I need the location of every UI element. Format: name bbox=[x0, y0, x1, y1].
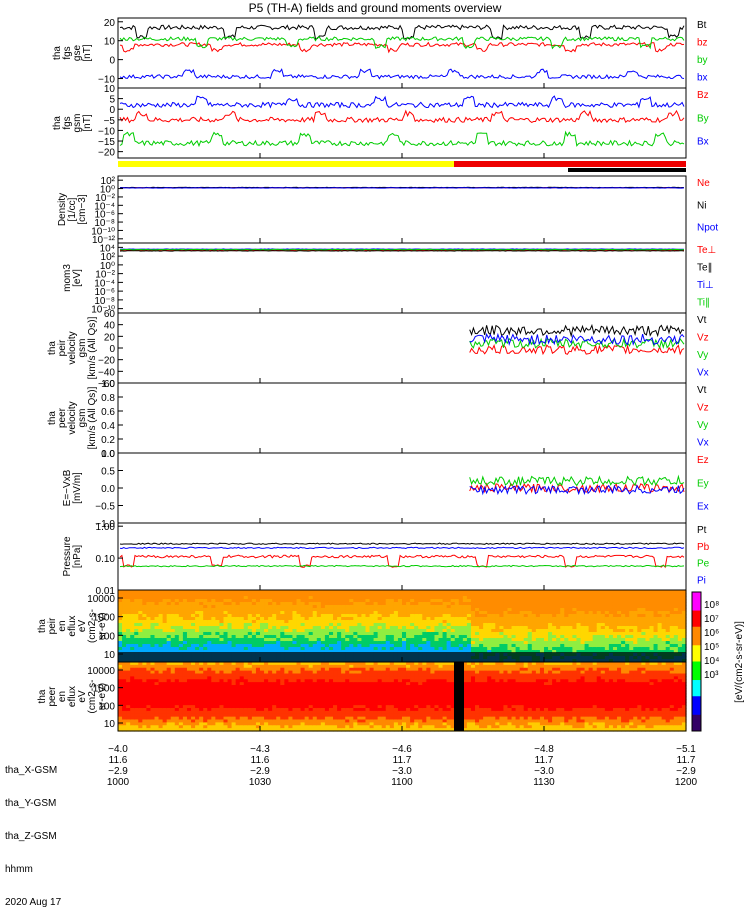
legend-Bx: Bx bbox=[697, 137, 709, 148]
series-line-By bbox=[120, 132, 684, 146]
panel-1-ylabel-line: [nT] bbox=[82, 44, 93, 61]
ytick-label: 10 bbox=[104, 650, 116, 661]
legend-Vt: Vt bbox=[697, 385, 707, 396]
panel-5-ylabel-line: [km/s (All Qs)] bbox=[87, 316, 98, 379]
ytick-label: 5 bbox=[109, 95, 115, 106]
legend-bz: bz bbox=[697, 38, 708, 49]
legend-Vy: Vy bbox=[697, 350, 708, 361]
ytick-label: 100 bbox=[98, 631, 115, 642]
legend-Te∥: Te∥ bbox=[697, 263, 713, 274]
series-line-Bz bbox=[120, 111, 684, 123]
legend-By: By bbox=[697, 113, 709, 124]
ytick-label: −20 bbox=[98, 356, 115, 367]
series-line-Ti∥ bbox=[120, 249, 684, 250]
ytick-label: 0.5 bbox=[101, 467, 115, 478]
panel-7-ylabel-line: [mV/m] bbox=[72, 472, 83, 504]
panel-8-ylabel-line: [nPa] bbox=[72, 545, 83, 569]
series-line-Vt bbox=[470, 325, 684, 335]
legend-Npot: Npot bbox=[697, 223, 718, 234]
ytick-label: 10 bbox=[104, 37, 116, 48]
ytick-label: 10000 bbox=[87, 594, 115, 605]
legend-Vx: Vx bbox=[697, 438, 709, 449]
ytick-label: −40 bbox=[98, 367, 115, 378]
series-line-Pe bbox=[120, 565, 684, 566]
series-line-Pi bbox=[120, 547, 684, 548]
series-line-bx bbox=[120, 69, 684, 78]
ytick-label: 1.00 bbox=[96, 522, 116, 533]
series-line-Bx bbox=[120, 96, 684, 107]
ytick-label: −10 bbox=[98, 126, 115, 137]
ytick-label: −20 bbox=[98, 148, 115, 159]
ytick-label: 0.8 bbox=[101, 393, 115, 404]
ytick-label: 1.0 bbox=[101, 379, 115, 390]
panel-2-ylabel-line: [nT] bbox=[82, 114, 93, 131]
legend-Bt: Bt bbox=[697, 20, 707, 31]
ytick-label: 10 bbox=[104, 84, 116, 95]
legend-Pe: Pe bbox=[697, 559, 710, 570]
legend-Pt: Pt bbox=[697, 525, 707, 536]
ytick-label: 0.2 bbox=[101, 435, 115, 446]
legend-Ti⊥: Ti⊥ bbox=[697, 280, 714, 291]
legend-Vt: Vt bbox=[697, 315, 707, 326]
panel-4-ylabel-line: [eV] bbox=[72, 269, 83, 287]
legend-Pb: Pb bbox=[697, 542, 710, 553]
legend-Ti∥: Ti∥ bbox=[697, 298, 710, 309]
ytick-label: 0.0 bbox=[101, 484, 115, 495]
legend-Ez: Ez bbox=[697, 455, 709, 466]
legend-Vy: Vy bbox=[697, 420, 708, 431]
ytick-label: 0.4 bbox=[101, 421, 115, 432]
legend-Te⊥: Te⊥ bbox=[697, 245, 716, 256]
panel-frame-3 bbox=[118, 176, 686, 243]
series-line-Pt bbox=[120, 543, 684, 544]
ytick-label: 60 bbox=[104, 309, 116, 320]
legend-Ni: Ni bbox=[697, 200, 706, 211]
legend-Bz: Bz bbox=[697, 90, 709, 101]
ytick-label: 0 bbox=[109, 344, 115, 355]
ytick-label: −15 bbox=[98, 137, 115, 148]
ytick-label: 0.6 bbox=[101, 407, 115, 418]
legend-Pi: Pi bbox=[697, 575, 706, 586]
legend-by: by bbox=[697, 55, 708, 66]
panel-frame-6 bbox=[118, 383, 686, 453]
ytick-label: 0 bbox=[109, 56, 115, 67]
legend-Vz: Vz bbox=[697, 333, 709, 344]
panel-6-ylabel-line: [km/s (All Qs)] bbox=[87, 386, 98, 449]
legend-Ex: Ex bbox=[697, 502, 709, 513]
panel-frame-2 bbox=[118, 88, 686, 158]
status-bar-red bbox=[454, 161, 686, 167]
status-bar-flags bbox=[568, 168, 686, 172]
ytick-label: 1.0 bbox=[101, 449, 115, 460]
legend-Vz: Vz bbox=[697, 403, 709, 414]
ytick-label: −0.5 bbox=[95, 502, 115, 513]
ytick-label: 0.10 bbox=[96, 554, 116, 565]
panel-frame-4 bbox=[118, 243, 686, 313]
legend-bx: bx bbox=[697, 73, 708, 84]
panel-3-ylabel-line: [cm−3] bbox=[77, 194, 88, 225]
ytick-label: 40 bbox=[104, 321, 116, 332]
ytick-label: 1000 bbox=[93, 613, 116, 624]
status-bar-yellow bbox=[118, 161, 454, 167]
series-line-Pb bbox=[120, 555, 684, 567]
legend-Vx: Vx bbox=[697, 368, 709, 379]
series-line-Vz bbox=[470, 345, 684, 354]
ytick-label: 0 bbox=[109, 105, 115, 116]
panel-frame-5 bbox=[118, 313, 686, 383]
legend-Ne: Ne bbox=[697, 178, 710, 189]
legend-Ey: Ey bbox=[697, 478, 709, 489]
ytick-label: 20 bbox=[104, 332, 116, 343]
ytick-label: −5 bbox=[104, 116, 116, 127]
series-line-by bbox=[120, 37, 684, 48]
ytick-label: 20 bbox=[104, 18, 116, 29]
